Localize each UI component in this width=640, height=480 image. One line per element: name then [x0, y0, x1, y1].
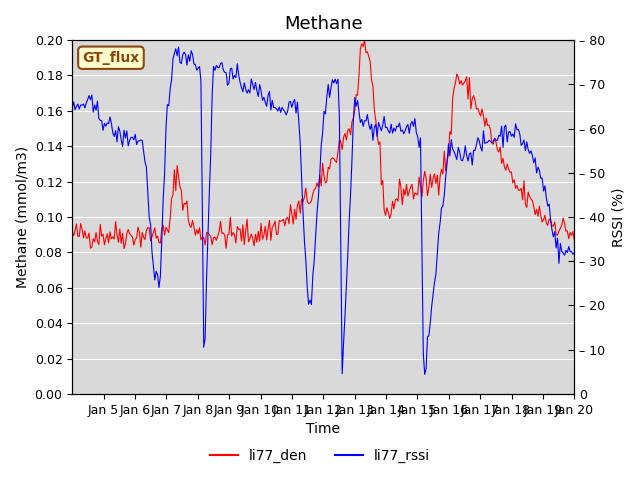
- li77_rssi: [545, 201, 553, 207]
- Text: GT_flux: GT_flux: [83, 51, 140, 65]
- li77_rssi: [68, 105, 76, 111]
- li77_rssi: [421, 372, 429, 377]
- Y-axis label: Methane (mmol/m3): Methane (mmol/m3): [15, 146, 29, 288]
- li77_den: [131, 237, 139, 243]
- li77_den: [289, 221, 297, 227]
- li77_rssi: [289, 99, 297, 105]
- li77_den: [220, 230, 227, 236]
- li77_den: [244, 239, 252, 245]
- Title: Methane: Methane: [284, 15, 363, 33]
- li77_den: [120, 246, 128, 252]
- li77_den: [570, 238, 578, 243]
- li77_rssi: [175, 44, 182, 50]
- Y-axis label: RSSI (%): RSSI (%): [611, 187, 625, 247]
- Line: li77_den: li77_den: [72, 40, 574, 249]
- li77_den: [68, 228, 76, 234]
- li77_rssi: [130, 137, 138, 143]
- li77_den: [545, 216, 553, 222]
- li77_den: [361, 37, 369, 43]
- li77_den: [236, 226, 244, 232]
- Legend: li77_den, li77_rssi: li77_den, li77_rssi: [204, 443, 436, 468]
- Line: li77_rssi: li77_rssi: [72, 47, 574, 374]
- li77_rssi: [244, 87, 252, 93]
- li77_rssi: [220, 67, 227, 73]
- li77_rssi: [570, 250, 578, 255]
- li77_rssi: [236, 80, 244, 85]
- X-axis label: Time: Time: [307, 422, 340, 436]
